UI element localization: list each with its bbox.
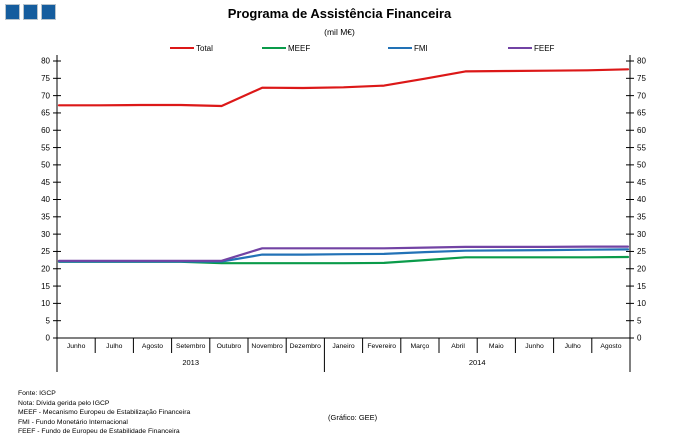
month-label: Julho: [565, 343, 581, 350]
legend-item-feef: FEEF: [508, 42, 554, 54]
left-tick-label: 70: [41, 91, 50, 100]
left-tick-label: 15: [41, 282, 50, 291]
meef-line-swatch-icon: [262, 46, 286, 50]
series-line-total: [57, 68, 630, 108]
legend-label: FMI: [414, 43, 428, 53]
left-tick-label: 30: [41, 230, 50, 239]
right-tick-label: 40: [637, 195, 646, 204]
left-tick-label: 80: [41, 57, 50, 66]
month-label: Outubro: [217, 343, 242, 350]
right-tick-label: 75: [637, 74, 646, 83]
month-label: Janeiro: [332, 343, 355, 350]
chart-footnotes: Fonte: IGCP Nota: Dívida gerida pelo IGC…: [18, 389, 190, 437]
left-tick-label: 45: [41, 178, 50, 187]
legend-item-total: Total: [170, 42, 213, 54]
logo-square-icon: [5, 4, 20, 20]
left-tick-label: 35: [41, 213, 50, 222]
footnote-line: FMI - Fundo Monetário Internacional: [18, 418, 128, 426]
y-axes: [56, 55, 631, 372]
legend-label: FEEF: [534, 43, 555, 53]
x-axis-years: 2013 2014: [182, 358, 485, 367]
legend-label: MEEF: [288, 43, 311, 53]
left-tick-label: 55: [41, 143, 50, 152]
left-tick-label: 5: [46, 316, 51, 325]
month-label: Abril: [451, 343, 465, 350]
chart-subtitle: (mil M€): [324, 27, 355, 37]
chart-credit: (Gráfico: GEE): [328, 413, 378, 422]
right-tick-label: 20: [637, 264, 646, 273]
left-tick-label: 20: [41, 264, 50, 273]
legend-label: Total: [196, 43, 213, 53]
legend-item-fmi: FMI: [388, 42, 428, 54]
right-tick-label: 55: [637, 143, 646, 152]
footnote-line: MEEF - Mecanismo Europeu de Estabilizaçã…: [18, 409, 191, 417]
footnote-line: Fonte: IGCP: [18, 390, 56, 397]
left-tick-label: 0: [46, 334, 51, 343]
month-label: Março: [410, 343, 429, 350]
series-line-feef: [57, 245, 630, 262]
right-tick-label: 70: [637, 91, 646, 100]
right-tick-label: 50: [637, 161, 646, 170]
left-tick-label: 75: [41, 74, 50, 83]
right-tick-label: 35: [637, 213, 646, 222]
right-tick-label: 45: [637, 178, 646, 187]
logo-square-icon: [23, 4, 38, 20]
month-label: Dezembro: [290, 343, 322, 350]
footnote-line: FEEF - Fundo de Europeu de Estabilidade …: [18, 428, 180, 436]
fmi-line-swatch-icon: [388, 46, 412, 50]
month-label: Fevereiro: [367, 343, 396, 350]
logo-square-icon: [41, 4, 56, 20]
legend-item-meef: MEEF: [262, 42, 310, 54]
right-tick-label: 15: [637, 282, 646, 291]
left-tick-label: 10: [41, 299, 50, 308]
feef-line-swatch-icon: [508, 46, 532, 50]
right-tick-label: 0: [637, 334, 642, 343]
left-tick-label: 50: [41, 161, 50, 170]
right-tick-label: 10: [637, 299, 646, 308]
right-tick-label: 60: [637, 126, 646, 135]
right-tick-label: 25: [637, 247, 646, 256]
gee-logo: [5, 4, 56, 20]
left-tick-label: 25: [41, 247, 50, 256]
month-label: Junho: [525, 343, 544, 350]
month-label: Novembro: [251, 343, 283, 350]
month-label: Maio: [489, 343, 504, 350]
total-line-swatch-icon: [170, 46, 194, 50]
year-label: 2013: [182, 358, 199, 367]
month-label: Julho: [106, 343, 122, 350]
chart-legend: Total MEEF FMI FEEF: [0, 42, 679, 54]
month-label: Agosto: [142, 343, 163, 350]
year-label: 2014: [469, 358, 486, 367]
footnote-line: Nota: Dívida gerida pelo IGCP: [18, 399, 110, 407]
right-tick-label: 30: [637, 230, 646, 239]
left-tick-label: 60: [41, 126, 50, 135]
month-label: Agosto: [600, 343, 621, 350]
month-label: Setembro: [176, 343, 206, 350]
right-tick-label: 65: [637, 109, 646, 118]
x-axis-months: Junho Julho Agosto Setembro Outubro Novembro D…: [67, 338, 622, 372]
right-tick-label: 5: [637, 316, 642, 325]
left-tick-label: 40: [41, 195, 50, 204]
chart-title: Programa de Assistência Financeira: [227, 6, 452, 21]
left-tick-label: 65: [41, 109, 50, 118]
month-label: Junho: [67, 343, 86, 350]
right-tick-label: 80: [637, 57, 646, 66]
series-line-fmi: [57, 248, 630, 263]
